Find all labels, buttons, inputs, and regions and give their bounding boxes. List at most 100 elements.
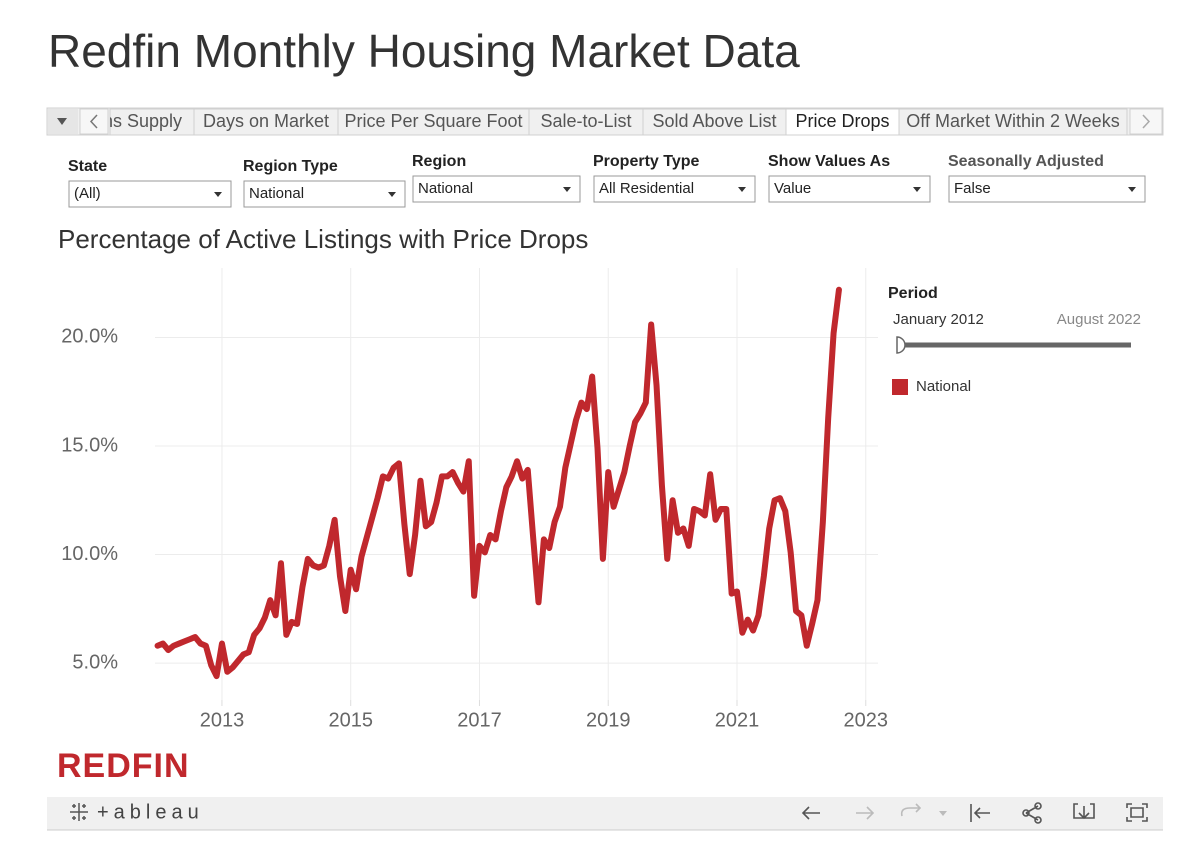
tab-label: Months Supply	[63, 111, 182, 131]
filter-label: Show Values As	[768, 153, 890, 170]
download-button[interactable]	[1073, 803, 1095, 820]
tab[interactable]: Price Drops	[785, 108, 900, 136]
filter-dropdown[interactable]: All Residential	[593, 175, 756, 203]
tab-label: Price Drops	[795, 111, 889, 131]
filter-dropdown[interactable]: National	[412, 175, 581, 203]
dropdown-arrow	[738, 187, 746, 192]
dropdown-arrow	[563, 187, 571, 192]
x-tick-label: 2021	[715, 709, 760, 731]
x-tick-label: 2017	[457, 709, 502, 731]
tab-bg	[785, 108, 900, 136]
filter: Property Type All Residential	[593, 153, 756, 203]
chart: Percentage of Active Listings with Price…	[58, 224, 888, 731]
filter-label: State	[68, 158, 107, 175]
tab-bg	[528, 108, 644, 136]
tableau-mark	[70, 803, 88, 821]
dropdown-box	[412, 175, 581, 203]
share-button[interactable]	[1022, 802, 1042, 824]
filter: Show Values As Value	[768, 153, 931, 203]
filters: State (All) Region Type National Region Natio…	[68, 153, 1146, 208]
page-title: Redfin Monthly Housing Market Data	[48, 25, 800, 77]
revert-menu[interactable]	[939, 811, 947, 816]
x-tick-label: 2019	[586, 709, 631, 731]
dropdown-value: National	[418, 180, 473, 197]
toolbar	[47, 797, 1163, 830]
dropdown-box	[768, 175, 931, 203]
dropdown-box	[68, 180, 232, 208]
dropdown-arrow	[214, 192, 222, 197]
filter: Region Type National	[243, 158, 406, 208]
filter-label: Region Type	[243, 158, 338, 175]
icon	[70, 803, 88, 821]
tab-label: Sale-to-List	[540, 111, 631, 131]
chart-title: Percentage of Active Listings with Price…	[58, 224, 588, 254]
revert-button[interactable]	[900, 803, 922, 817]
icon	[89, 114, 98, 129]
tab[interactable]: Off Market Within 2 Weeks	[898, 108, 1128, 136]
undo-button[interactable]	[801, 806, 820, 820]
legend-label: National	[916, 378, 971, 395]
tab[interactable]: Sold Above List	[642, 108, 787, 136]
filter-label: Seasonally Adjusted	[948, 153, 1104, 170]
y-tick-label: 20.0%	[61, 326, 118, 348]
button-bg	[79, 108, 109, 135]
tab-bg	[337, 108, 530, 136]
dropdown-value: Value	[774, 180, 811, 197]
legend: Period January 2012 August 2022 National	[888, 285, 1141, 395]
period-start: January 2012	[893, 311, 984, 328]
tab-label: Days on Market	[203, 111, 329, 131]
tabs: Months Supply Days on Market Price Per Squ…	[63, 108, 1128, 136]
filter-dropdown[interactable]: (All)	[68, 180, 232, 208]
dropdown-value: False	[954, 180, 991, 197]
filter: Seasonally Adjusted False	[948, 153, 1146, 203]
tab-bg	[642, 108, 787, 136]
tab[interactable]: Price Per Square Foot	[337, 108, 530, 136]
y-tick-label: 10.0%	[61, 543, 118, 565]
tab-bg	[193, 108, 339, 136]
x-tick-label: 2023	[844, 709, 889, 731]
period-end: August 2022	[1057, 311, 1141, 328]
icon	[1142, 114, 1151, 129]
dropdown-arrow	[913, 187, 921, 192]
fullscreen-button[interactable]	[1126, 803, 1148, 822]
legend-swatch	[892, 379, 908, 395]
filter: State (All)	[68, 158, 232, 208]
y-tick-label: 5.0%	[72, 651, 118, 673]
icon	[57, 118, 67, 125]
x-tick-label: 2015	[328, 709, 373, 731]
tab-menu-button[interactable]	[48, 109, 78, 134]
data-line	[154, 286, 842, 680]
filter-label: Region	[412, 153, 466, 170]
redfin-logo: REDFIN	[57, 747, 190, 785]
filter-dropdown[interactable]: False	[948, 175, 1146, 203]
tableau-brand: +ableau	[97, 801, 204, 823]
tab-next-button[interactable]	[1129, 108, 1163, 135]
filter-label: Property Type	[593, 153, 700, 170]
dropdown-value: All Residential	[599, 180, 694, 197]
tab-label: Sold Above List	[652, 111, 776, 131]
button-bg	[1129, 108, 1163, 135]
dropdown-value: National	[249, 185, 304, 202]
tab-bg	[898, 108, 1128, 136]
period-label: Period	[888, 285, 938, 302]
toolbar-icons	[801, 802, 1148, 824]
tab[interactable]: Days on Market	[193, 108, 339, 136]
tab-label: Price Per Square Foot	[344, 111, 522, 131]
redo-button[interactable]	[856, 806, 875, 820]
filter-dropdown[interactable]: Value	[768, 175, 931, 203]
period-slider-handle[interactable]	[896, 336, 906, 354]
tab-label: Off Market Within 2 Weeks	[906, 111, 1119, 131]
tab[interactable]: Sale-to-List	[528, 108, 644, 136]
dropdown-arrow	[1128, 187, 1136, 192]
filter: Region National	[412, 153, 581, 203]
reset-button[interactable]	[970, 804, 990, 822]
dropdown-arrow	[388, 192, 396, 197]
dropdown-value: (All)	[74, 185, 101, 202]
tab-prev-button[interactable]	[79, 108, 109, 135]
dropdown-box	[243, 180, 406, 208]
x-tick-label: 2013	[200, 709, 245, 731]
filter-dropdown[interactable]: National	[243, 180, 406, 208]
y-tick-label: 15.0%	[61, 434, 118, 456]
